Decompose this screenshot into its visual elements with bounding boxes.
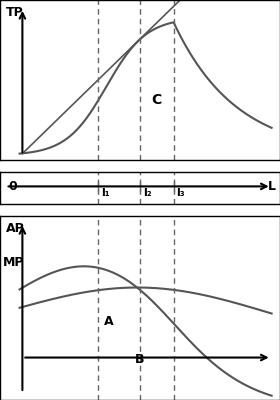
Text: L: L [267, 180, 276, 193]
Text: A: A [104, 315, 113, 328]
Text: C: C [151, 93, 162, 107]
Text: TP: TP [6, 6, 23, 19]
Text: MP: MP [3, 256, 24, 269]
Text: AP: AP [6, 222, 24, 235]
Text: l₃: l₃ [176, 188, 185, 198]
Text: 0: 0 [8, 180, 17, 193]
Text: l₂: l₂ [143, 188, 151, 198]
Text: l₁: l₁ [101, 188, 109, 198]
Text: B: B [135, 353, 145, 366]
